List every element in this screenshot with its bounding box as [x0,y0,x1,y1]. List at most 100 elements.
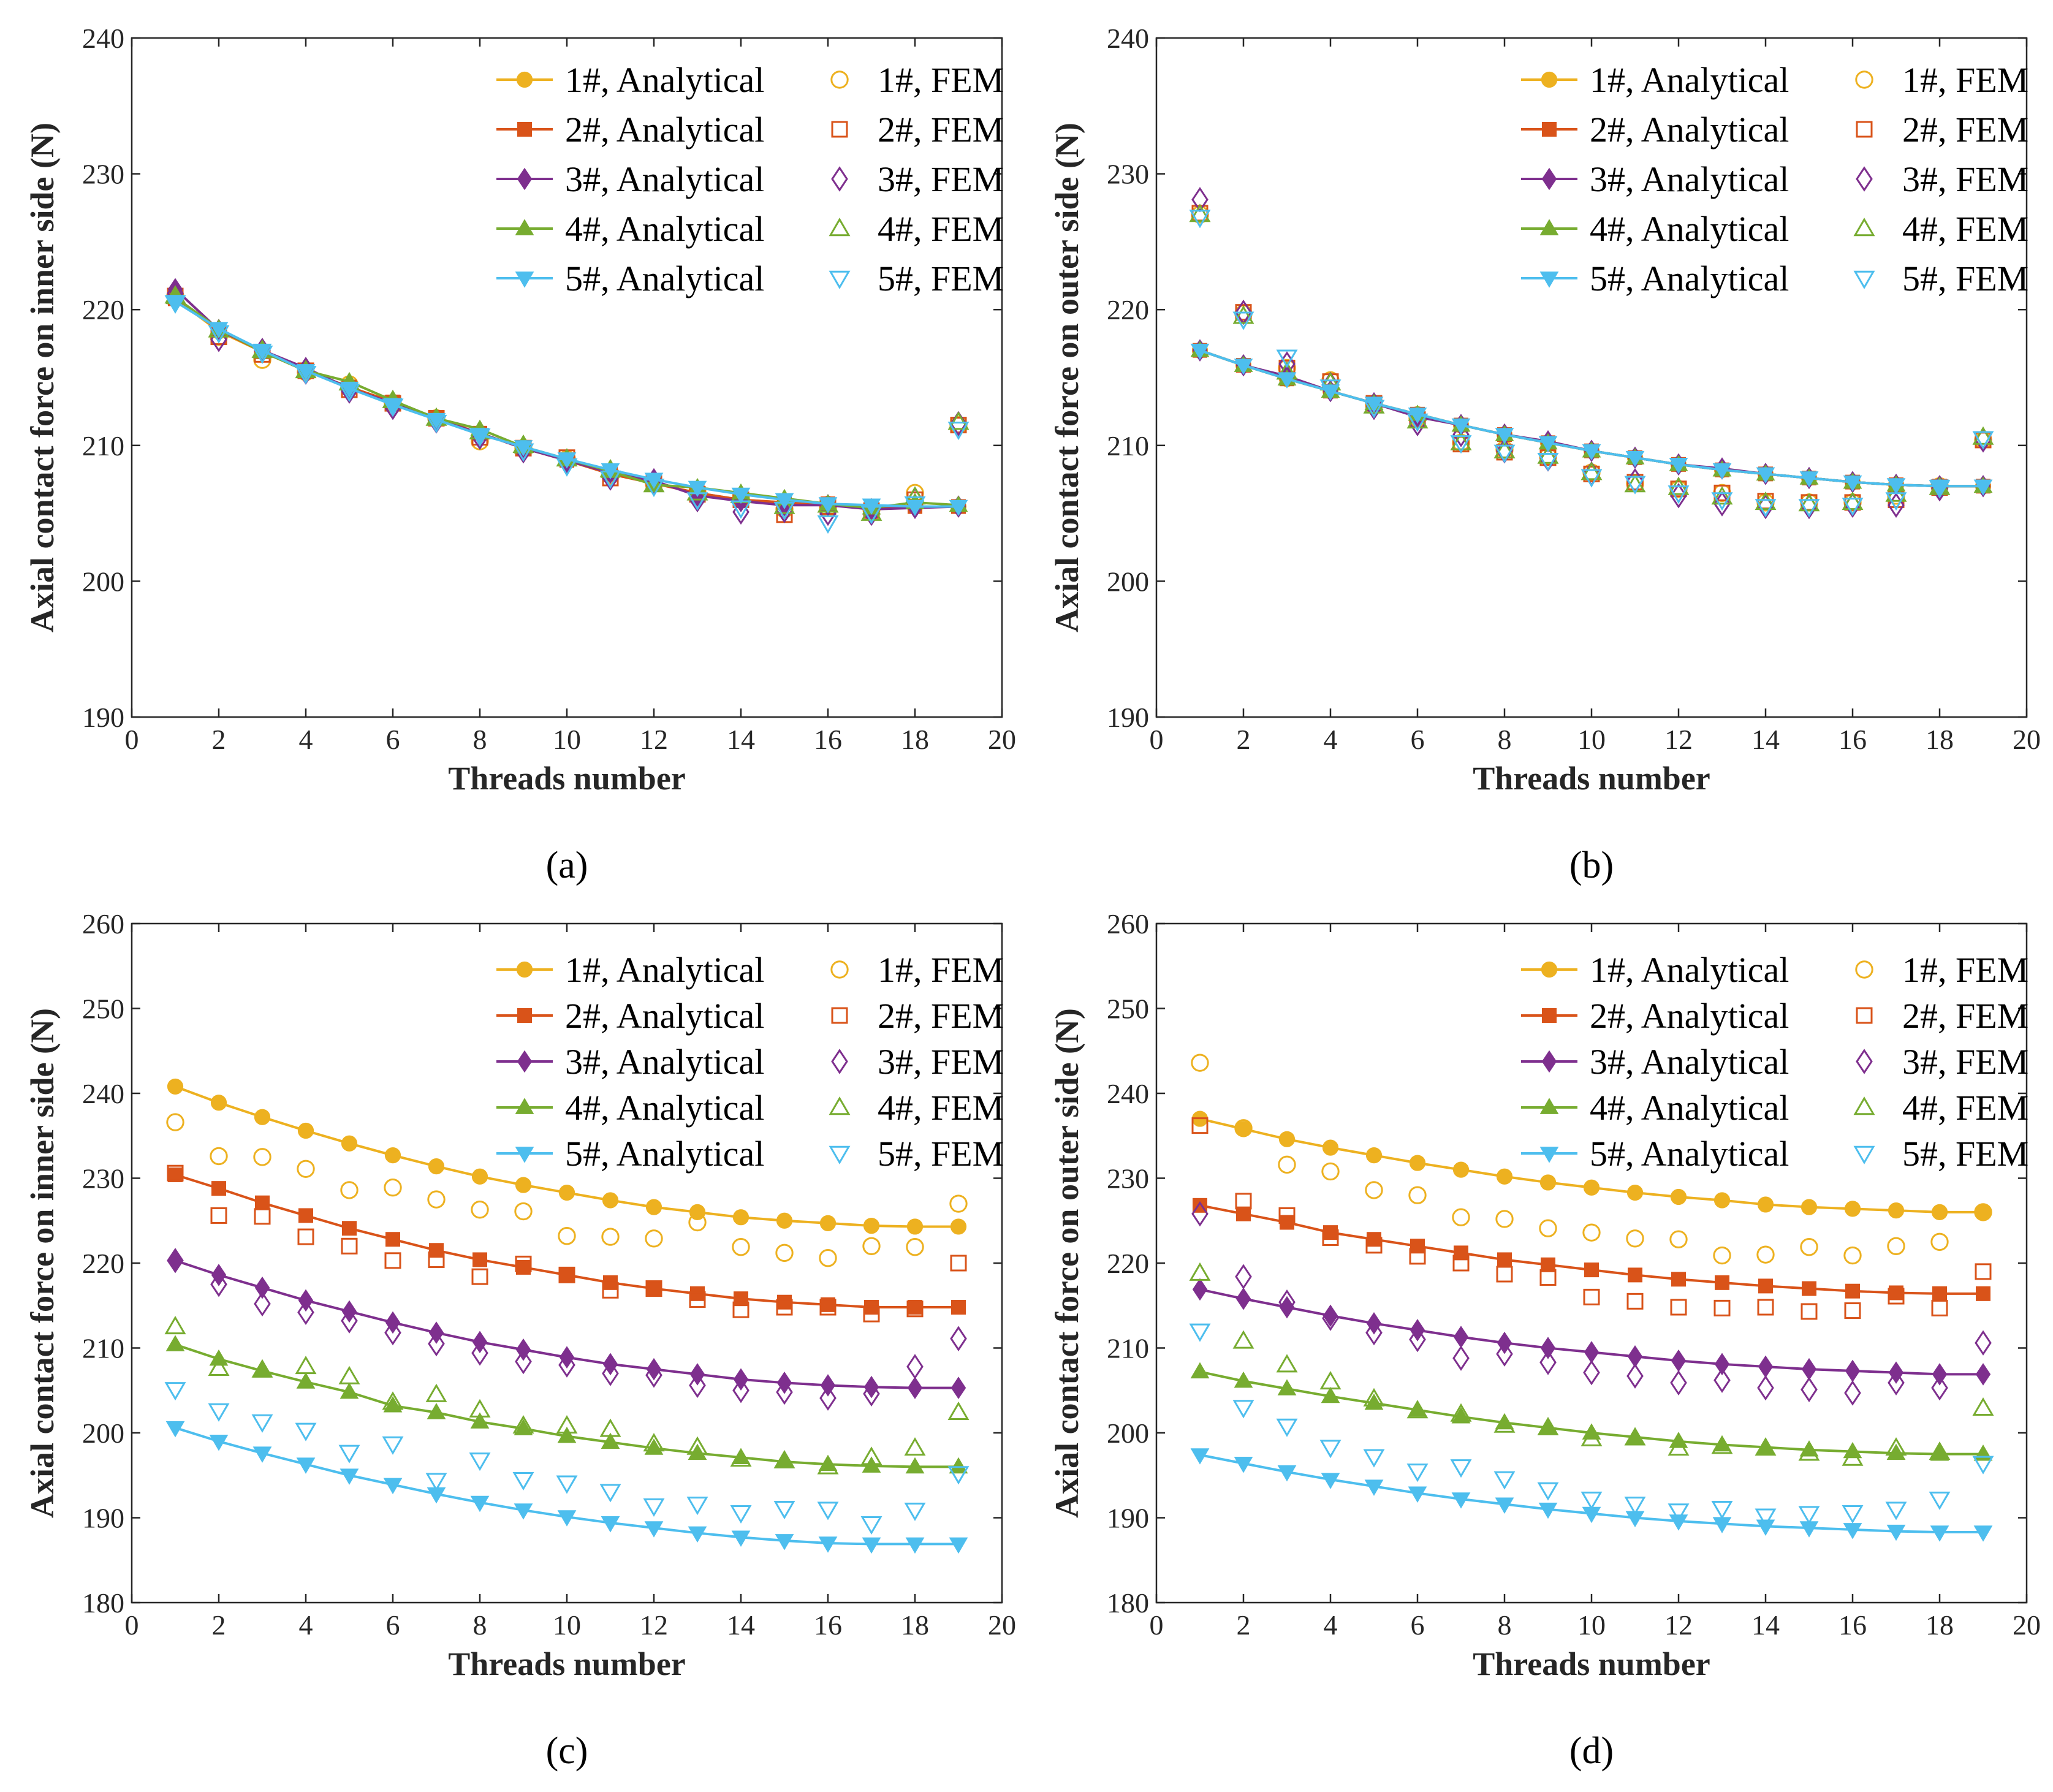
data-point [1711,1501,1733,1520]
data-point [254,1109,271,1125]
data-point [1539,1269,1557,1286]
data-point [776,1212,793,1229]
data-point [1189,1262,1211,1281]
data-point [1540,1337,1556,1359]
data-point [1190,1362,1210,1379]
data-point [1276,1418,1298,1437]
legend-entry: 5#, FEM [1902,1134,2028,1174]
data-point [340,1382,359,1399]
data-point [1450,1459,1472,1478]
data-point [1930,1444,1949,1461]
legend-marker [517,167,533,191]
data-point [1409,1155,1426,1171]
data-point [732,1237,750,1256]
legend-marker [1539,1147,1559,1163]
legend-entry: 5#, FEM [1902,259,2028,298]
data-point [340,381,359,398]
data-point [1410,1239,1425,1254]
data-point [1624,476,1646,495]
data-point [1932,1363,1948,1386]
legend-entry: 4#, Analytical [1590,209,1789,249]
data-point [296,364,316,381]
data-point [1541,1257,1555,1272]
x-axis-label: Threads number [448,760,686,797]
data-point [210,1271,227,1297]
data-point [252,343,272,360]
data-point [164,1316,186,1335]
x-tick-label: 12 [640,1609,668,1641]
data-point [686,1497,708,1516]
data-point [1236,1206,1251,1221]
legend-entry: 2#, FEM [1902,110,2028,150]
data-point [1843,475,1862,492]
data-point [734,1291,748,1307]
data-point [1975,1330,1992,1356]
data-point [1451,418,1471,435]
data-point [1452,1345,1470,1371]
data-point [1668,485,1690,504]
data-point [1537,1416,1559,1435]
x-tick-label: 18 [901,724,929,755]
y-tick-label: 190 [1107,1503,1149,1534]
series-3-fem [1191,1201,1992,1406]
data-point [384,1179,402,1197]
legend-entry: 5#, Analytical [565,259,764,298]
data-point [512,1471,534,1491]
data-point [818,1536,838,1553]
data-point [1452,1255,1470,1272]
data-point [1496,1168,1513,1185]
data-point [1409,1248,1426,1265]
data-point [1493,1414,1516,1433]
data-point [1972,1456,1994,1475]
data-point [1844,1380,1861,1406]
data-point [556,1415,578,1434]
data-point [341,1135,358,1152]
x-tick-label: 18 [1926,724,1954,755]
data-point [1929,1491,1951,1510]
data-point [515,1348,532,1375]
data-point [1409,1326,1426,1353]
series-layer [164,1078,970,1554]
data-point [1929,480,1951,499]
panel-label: (a) [546,845,588,886]
data-point [209,1435,229,1451]
legend: 1#, Analytical 2#, Analytical 3#, Analytic… [1521,60,2028,298]
data-point [255,1195,270,1210]
legend-marker [830,960,849,979]
data-point [557,1510,577,1527]
data-point [1670,1188,1687,1205]
legend: 1#, Analytical 2#, Analytical 3#, Analytic… [1521,950,2028,1174]
legend-marker [516,71,533,88]
legend-entry: 3#, Analytical [565,159,764,199]
data-point [1410,1319,1425,1342]
data-point [1931,1204,1948,1221]
legend-entry: 5#, Analytical [1590,259,1789,298]
y-tick-label: 210 [1107,1333,1149,1364]
data-point [1975,1263,1992,1280]
data-point [1972,1397,1994,1416]
data-point [382,1391,404,1410]
legend-marker [831,1007,848,1024]
data-point [1367,1232,1381,1247]
data-point [1974,431,1992,449]
series-5-fem [164,295,970,534]
x-tick-label: 20 [988,1609,1016,1641]
data-point [556,1475,578,1494]
data-point [908,1300,922,1315]
data-point [1235,1193,1252,1210]
data-point [689,1291,706,1308]
x-tick-label: 14 [727,724,755,755]
data-point [1278,1131,1296,1147]
data-point [819,1248,837,1267]
data-point [646,1357,662,1381]
x-tick-label: 12 [1664,724,1693,755]
legend-marker [829,270,851,289]
data-point [1798,499,1820,518]
legend: 1#, Analytical 2#, Analytical 3#, Analytic… [496,950,1004,1174]
data-point [599,470,621,489]
y-tick-label: 220 [1107,294,1149,325]
data-point [210,1207,227,1224]
data-point [1842,1505,1864,1524]
panel-label: (d) [1569,1730,1614,1772]
